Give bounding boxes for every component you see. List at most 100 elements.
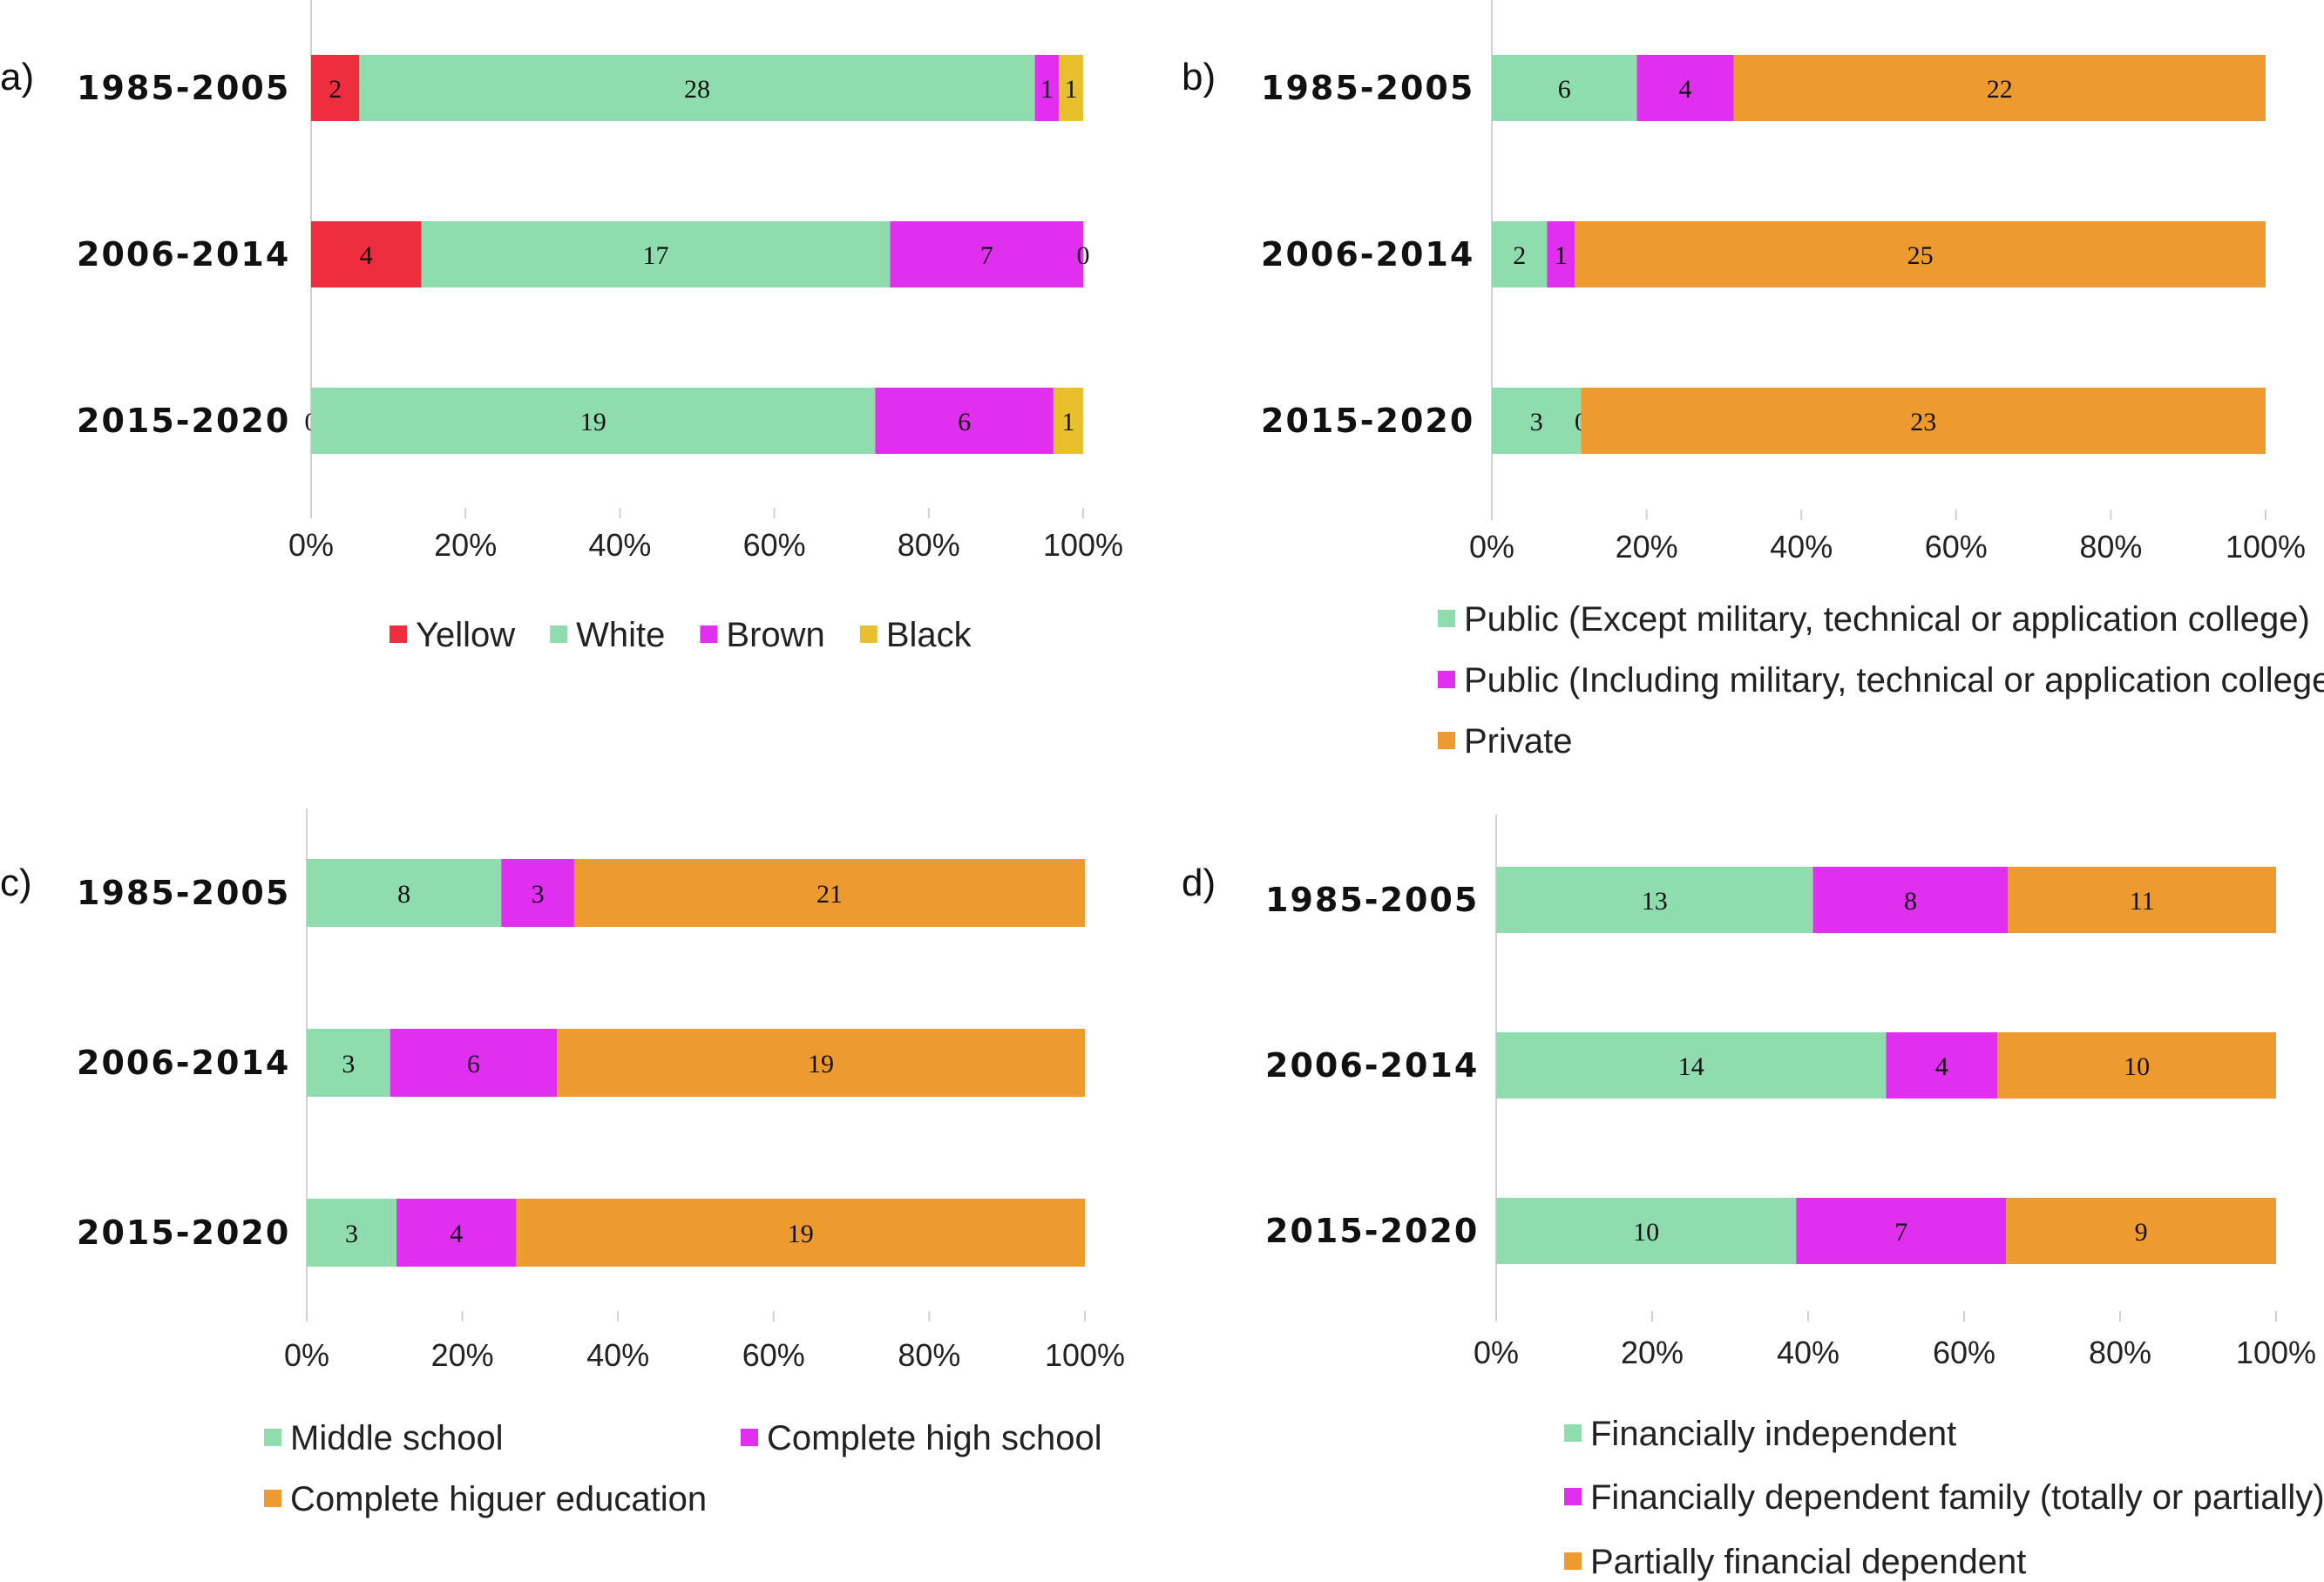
legend-label: Middle school [290,1419,504,1457]
legend-label: Black [886,616,972,654]
x-tick-label: 40% [586,1337,649,1373]
x-tick-label: 100% [1045,1337,1125,1373]
x-tick-label: 40% [1777,1335,1840,1370]
data-label: 1 [1040,75,1054,104]
bar-segment-brown [1034,55,1060,121]
legend: Middle school Complete high school Complet… [264,1419,1102,1518]
bar-segment-middle-school [307,1029,390,1097]
bar-segment-private [1733,55,2266,121]
data-label: 2 [1513,241,1526,270]
legend-swatch [859,625,877,643]
x-tick-label: 0% [288,527,334,563]
bar-segment-middle-school [307,1199,397,1267]
bar-segment-public-except-military-technical-or-application-college [1492,388,1582,454]
bar-segment-brown [875,388,1054,454]
data-label: 4 [360,241,373,270]
x-tick-label: 60% [1925,529,1988,565]
bar-segment-financially-independent [1496,1032,1887,1099]
category-label: 2015-2020 [1261,402,1474,440]
legend-swatch [550,625,568,643]
bar-segment-complete-high-school [501,859,574,927]
bar-segment-financially-independent [1496,1198,1797,1264]
data-label: 3 [345,1220,358,1248]
legend-label: Complete higuer education [290,1480,707,1518]
x-tick-label: 40% [1770,529,1833,565]
bar-segment-white [421,221,891,287]
x-tick-label: 20% [1621,1335,1684,1370]
legend-swatch [1438,610,1455,627]
data-label: 19 [808,1050,834,1078]
data-label: 14 [1678,1052,1704,1081]
legend: Financially independent Financially depen… [1564,1415,2324,1581]
x-tick-label: 80% [2089,1335,2151,1370]
x-tick-label: 60% [743,527,806,563]
data-label: 4 [1935,1052,1948,1081]
bar-segment-yellow [311,55,360,121]
bar-segment-complete-higuer-education [516,1199,1085,1267]
x-tick-label: 40% [588,527,651,563]
x-tick-label: 0% [1474,1335,1519,1370]
bar-segment-public-including-military-technical-or-application-college [1636,55,1734,121]
data-label: 13 [1642,887,1668,916]
legend-swatch [1564,1488,1582,1505]
category-label: 2015-2020 [77,402,290,440]
bar-segment-black [1059,55,1083,121]
legend-label: Private [1464,722,1573,761]
data-label: 3 [532,880,545,909]
bar-segment-partially-financial-dependent [2006,1198,2276,1264]
category-label: 1985-2005 [77,69,290,107]
x-tick-label: 100% [2226,529,2306,565]
bar-segment-financially-independent [1496,867,1813,933]
bar-segment-complete-higuer-education [557,1029,1085,1097]
data-label: 23 [1910,408,1936,436]
data-label: 6 [467,1050,480,1078]
data-label: 28 [684,75,710,104]
bar-segment-yellow [311,221,422,287]
data-label: 19 [788,1220,814,1248]
legend-swatch [264,1490,281,1507]
chart-d: d) 0% 20% 40% 60% 80% 100% 1985-2005 13 8 11 2006-2… [1182,815,2324,1581]
bar-segment-public-except-military-technical-or-application-college [1492,55,1637,121]
x-tick-label: 20% [1616,529,1678,565]
category-label: 2006-2014 [77,235,290,274]
bar-segment-partially-financial-dependent [1997,1032,2276,1099]
data-label: 8 [1904,887,1917,916]
data-label: 0 [1077,241,1090,270]
panel-label: b) [1182,56,1216,98]
category-label: 1985-2005 [1265,881,1479,919]
legend-swatch [1564,1424,1582,1442]
legend-swatch [741,1429,758,1446]
legend-label: Yellow [416,616,515,654]
legend-swatch [700,625,718,643]
x-tick-label: 60% [1933,1335,1995,1370]
legend-label: Public (Except military, technical or ap… [1464,600,2310,639]
chart-b: b) 0% 20% 40% 60% 80% 100% 1985-2005 6 4 22 2006-20… [1182,0,2324,761]
data-label: 10 [1633,1218,1659,1247]
data-label: 4 [450,1220,463,1248]
bar-segment-financially-dependent-family-totally-or-partially [1886,1032,1998,1099]
data-label: 6 [958,408,971,436]
data-label: 11 [2130,887,2155,916]
bar-segment-partially-financial-dependent [2008,867,2276,933]
data-label: 10 [2124,1052,2150,1081]
bar-segment-complete-high-school [396,1199,517,1267]
panel-label: a) [0,56,34,98]
data-label: 2 [329,75,342,104]
bar-segment-public-except-military-technical-or-application-college [1492,221,1548,287]
data-label: 9 [2135,1218,2148,1247]
data-label: 1 [1065,75,1078,104]
legend: Yellow White Brown Black [390,616,972,654]
x-tick-label: 100% [2236,1335,2316,1370]
chart-c: c) 0% 20% 40% 60% 80% 100% 1985-2005 8 3 21 2006-20… [0,808,1125,1518]
legend-swatch [1564,1552,1582,1570]
x-tick-label: 0% [1469,529,1514,565]
x-tick-label: 80% [898,527,960,563]
chart-a: a)0% 20% 40% 60% 80% 100%1985-2005 2 28 1 12006-2… [0,0,1123,654]
data-label: 1 [1061,408,1074,436]
bar-segment-middle-school [307,859,502,927]
category-label: 2006-2014 [1261,235,1474,274]
legend-label: Brown [726,616,824,654]
x-tick-label: 60% [742,1337,805,1373]
category-label: 2006-2014 [1265,1046,1479,1085]
